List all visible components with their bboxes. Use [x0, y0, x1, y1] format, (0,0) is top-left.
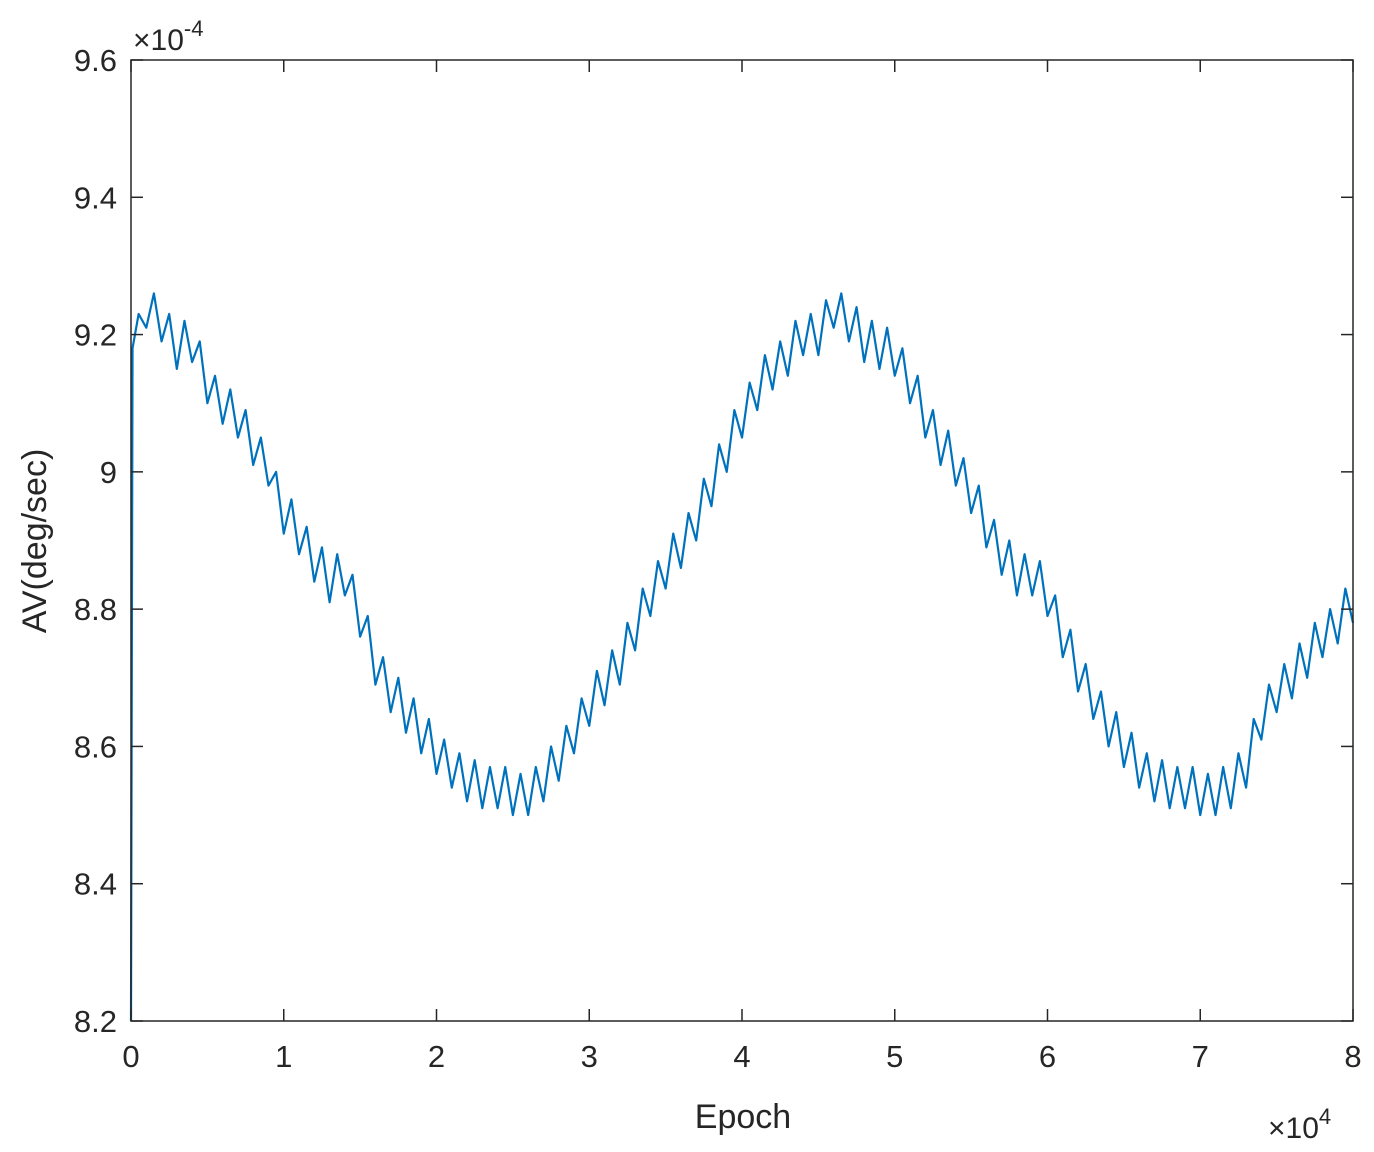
axes-box	[130, 59, 1354, 1022]
x-multiplier-exponent: 4	[1319, 1104, 1331, 1129]
x-tick-label: 5	[886, 1039, 903, 1074]
y-multiplier: ×10-4	[133, 16, 203, 57]
x-tick-label: 1	[275, 1039, 292, 1074]
x-tick-label: 3	[581, 1039, 598, 1074]
y-tick-label: 9.2	[74, 318, 117, 353]
y-tick-label: 8.4	[74, 867, 117, 902]
x-tick-label: 4	[733, 1039, 750, 1074]
y-multiplier-exponent: -4	[184, 16, 204, 41]
y-tick-label: 8.2	[74, 1004, 117, 1039]
x-multiplier-base: ×10	[1268, 1112, 1319, 1145]
y-tick-label: 9.4	[74, 180, 117, 215]
x-tick-label: 7	[1192, 1039, 1209, 1074]
y-tick-label: 9.6	[74, 43, 117, 78]
x-tick-label: 2	[428, 1039, 445, 1074]
y-tick-label: 8.6	[74, 729, 117, 764]
y-multiplier-base: ×10	[133, 24, 184, 57]
y-axis-label: AV(deg/sec)	[16, 449, 54, 634]
x-multiplier: ×104	[1268, 1104, 1331, 1145]
x-tick-label: 0	[122, 1039, 139, 1074]
data-line	[129, 292, 1355, 1022]
x-axis-label: Epoch	[695, 1098, 791, 1136]
y-tick-label: 8.8	[74, 592, 117, 627]
x-tick-label: 8	[1344, 1039, 1361, 1074]
x-tick-label: 6	[1039, 1039, 1056, 1074]
y-tick-label: 9	[100, 455, 117, 490]
